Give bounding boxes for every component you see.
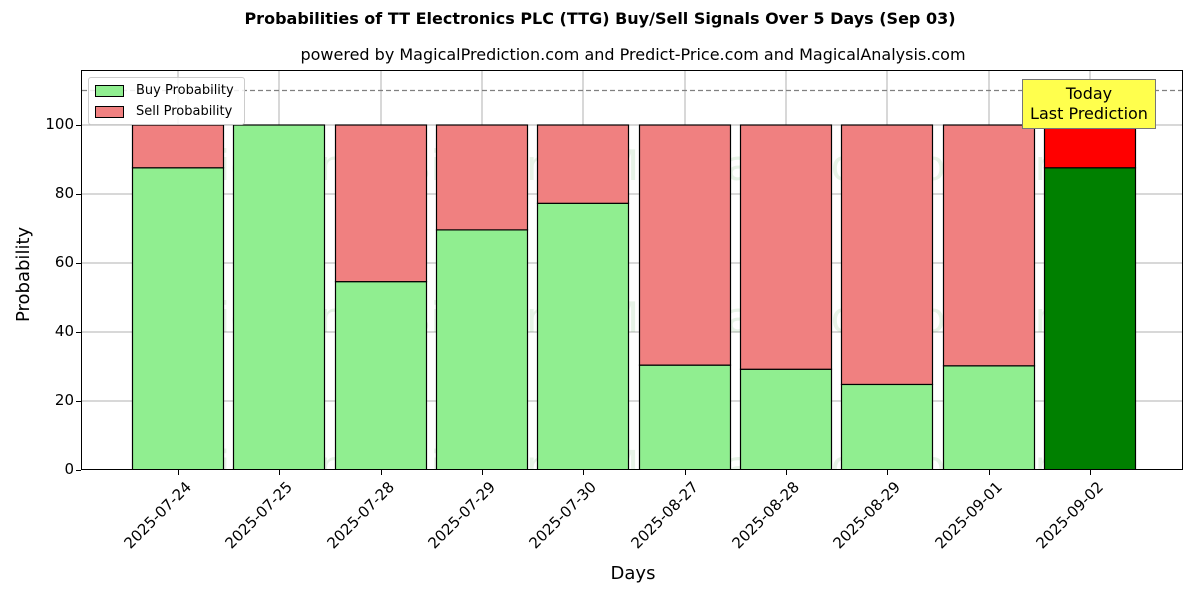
x-tick-label: 2025-07-28 — [323, 478, 398, 553]
y-tick-mark — [76, 401, 81, 402]
bar-buy — [840, 383, 934, 469]
x-tick-mark — [887, 470, 888, 475]
y-tick-mark — [76, 125, 81, 126]
x-tick-mark — [583, 470, 584, 475]
x-tick-mark — [786, 470, 787, 475]
x-tick-label: 2025-09-02 — [1032, 478, 1107, 553]
y-tick-label: 0 — [64, 460, 74, 478]
plot-area: MagicalAnalysis.comMagicalPrediction.com… — [81, 70, 1183, 470]
legend-label-buy: Buy Probability — [136, 83, 234, 98]
x-tick-mark — [279, 470, 280, 475]
bar-sell — [536, 124, 630, 204]
bar-sell — [942, 124, 1036, 367]
y-tick-mark — [76, 263, 81, 264]
today-annotation: Today Last Prediction — [1022, 79, 1156, 129]
bar-buy — [232, 124, 326, 469]
x-axis-label: Days — [610, 563, 656, 584]
annotation-line-1: Today — [1065, 84, 1113, 103]
x-tick-label: 2025-07-24 — [120, 478, 195, 553]
y-tick-label: 100 — [45, 115, 74, 133]
bar-buy — [334, 281, 428, 469]
bar-buy — [131, 167, 225, 469]
y-tick-label: 40 — [54, 322, 74, 340]
legend-label-sell: Sell Probability — [136, 104, 233, 119]
x-tick-label: 2025-08-28 — [728, 478, 803, 553]
bar-sell — [435, 124, 529, 231]
x-tick-mark — [178, 470, 179, 475]
chart-subtitle: powered by MagicalPrediction.com and Pre… — [300, 45, 966, 64]
bar-buy — [638, 364, 732, 469]
y-tick-label: 80 — [54, 184, 74, 202]
sell-swatch-icon — [95, 105, 124, 118]
bar-buy — [739, 368, 833, 469]
y-tick-label: 60 — [54, 253, 74, 271]
x-tick-label: 2025-07-30 — [525, 478, 600, 553]
legend-item-buy: Buy Probability — [95, 83, 234, 98]
y-tick-label: 20 — [54, 391, 74, 409]
annotation-line-2: Last Prediction — [1030, 104, 1148, 123]
y-tick-mark — [76, 332, 81, 333]
bar-sell — [131, 124, 225, 169]
buy-swatch-icon — [95, 84, 124, 97]
x-tick-label: 2025-07-25 — [221, 478, 296, 553]
bar-sell — [638, 124, 732, 366]
legend: Buy Probability Sell Probability — [88, 77, 245, 125]
x-tick-label: 2025-08-29 — [829, 478, 904, 553]
x-tick-mark — [482, 470, 483, 475]
bar-sell — [334, 124, 428, 283]
bar-sell — [739, 124, 833, 370]
x-tick-label: 2025-07-29 — [424, 478, 499, 553]
x-tick-mark — [685, 470, 686, 475]
y-tick-mark — [76, 470, 81, 471]
bar-chart: MagicalAnalysis.comMagicalPrediction.com… — [82, 71, 1182, 469]
x-tick-mark — [989, 470, 990, 475]
x-tick-label: 2025-08-27 — [627, 478, 702, 553]
x-tick-mark — [381, 470, 382, 475]
legend-item-sell: Sell Probability — [95, 104, 232, 119]
bar-buy — [1043, 167, 1137, 469]
bar-sell — [840, 124, 934, 386]
bar-buy — [536, 202, 630, 469]
bar-buy — [942, 365, 1036, 469]
chart-title: Probabilities of TT Electronics PLC (TTG… — [244, 9, 956, 28]
bar-buy — [435, 229, 529, 469]
y-tick-mark — [76, 194, 81, 195]
x-tick-label: 2025-09-01 — [931, 478, 1006, 553]
x-tick-mark — [1090, 470, 1091, 475]
bar-sell — [1043, 124, 1137, 169]
